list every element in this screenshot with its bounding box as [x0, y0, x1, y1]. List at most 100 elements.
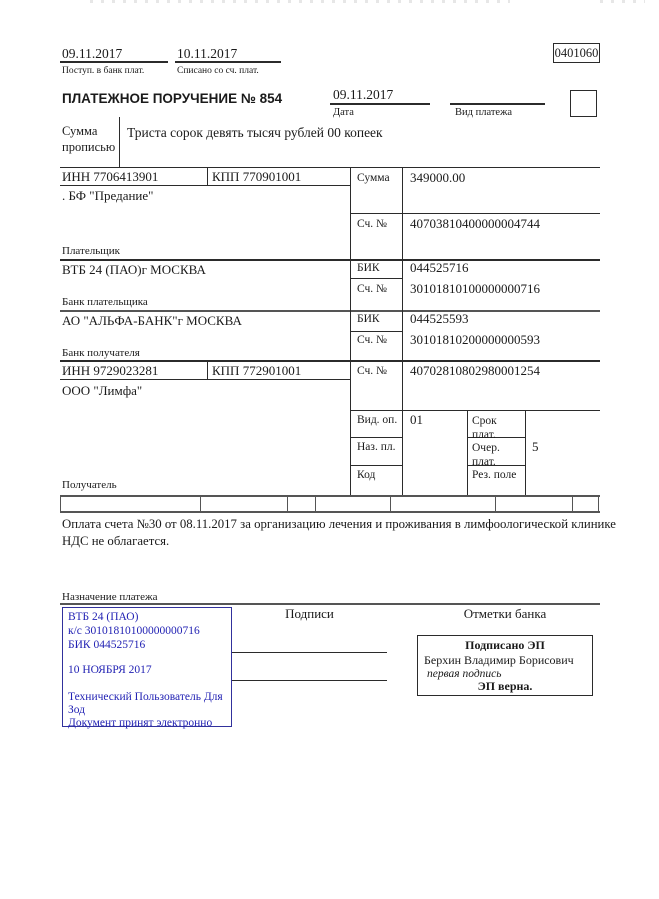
op-type-value: 01: [410, 412, 423, 427]
bank-stamp-line: ВТБ 24 (ПАО): [68, 611, 139, 623]
debited-date: 10.11.2017: [177, 46, 238, 61]
payer-inn: ИНН 7706413901: [62, 169, 159, 184]
table-line: [525, 410, 526, 495]
payee-bank-account: 30101810200000000593: [410, 332, 540, 347]
table-line: [350, 437, 402, 438]
received-date-label: Поступ. в банк плат.: [62, 66, 145, 76]
payment-type-label: Вид платежа: [455, 107, 513, 118]
bank-stamp-line: БИК 044525716: [68, 639, 146, 651]
signature-stamp-box: [417, 635, 593, 696]
payer-section-label: Плательщик: [62, 245, 120, 257]
table-line: [60, 167, 600, 168]
bank-stamp-line: 10 НОЯБРЯ 2017: [68, 664, 152, 676]
signature-line: [232, 652, 387, 653]
document-date: 09.11.2017: [333, 87, 394, 102]
table-line: [390, 495, 391, 511]
table-line: [350, 410, 600, 411]
table-line: [402, 167, 403, 495]
order-value: 5: [532, 439, 539, 454]
table-line: [60, 360, 600, 362]
payee-inn: ИНН 9729023281: [62, 363, 159, 378]
table-line: [60, 259, 600, 261]
payer-bank-account-label: Сч. №: [357, 283, 388, 295]
received-date: 09.11.2017: [62, 46, 123, 61]
divider: [175, 61, 281, 63]
payer-bank-account: 30101810100000000716: [410, 281, 540, 296]
op-type-label: Вид. оп.: [357, 414, 398, 426]
payee-bank-bik: 044525593: [410, 311, 469, 326]
table-line: [350, 213, 600, 214]
payee-bank-account-label: Сч. №: [357, 334, 388, 346]
table-line: [350, 465, 402, 466]
table-line: [350, 278, 402, 279]
payee-bank-name: АО "АЛЬФА-БАНК"г МОСКВА: [62, 313, 242, 328]
top-scan-artifact-right: [600, 0, 645, 3]
payee-name: ООО "Лимфа": [62, 383, 143, 398]
divider: [119, 117, 120, 167]
table-line: [287, 495, 288, 511]
date-label: Дата: [333, 107, 354, 118]
table-line: [495, 495, 496, 511]
payee-account-label: Сч. №: [357, 365, 388, 377]
signature-line: [232, 680, 387, 681]
bank-stamp-line: Зод: [68, 704, 86, 716]
form-code: 0401060: [554, 46, 599, 60]
amount-label: Сумма: [357, 172, 390, 184]
table-line: [467, 410, 468, 495]
term-label: Срок плат.: [472, 415, 497, 441]
table-line: [572, 495, 573, 511]
amount-words-label-1: Сумма: [62, 124, 98, 138]
nazn-label: Наз. пл.: [357, 441, 396, 453]
table-line: [60, 495, 61, 511]
debited-date-label: Списано со сч. плат.: [177, 66, 259, 76]
signatures-label: Подписи: [285, 606, 334, 621]
reserve-label: Рез. поле: [472, 469, 517, 481]
divider: [60, 61, 168, 63]
payee-kpp: КПП 772901001: [212, 363, 302, 378]
payer-account-label: Сч. №: [357, 218, 388, 230]
top-scan-artifact: [90, 0, 510, 3]
signature-type: первая подпись: [427, 668, 502, 680]
signer-name: Берхин Владимир Борисович: [424, 653, 574, 667]
table-line: [598, 495, 599, 511]
payer-account: 40703810400000004744: [410, 216, 540, 231]
payee-section-label: Получатель: [62, 479, 117, 491]
bank-stamp-line: Документ принят электронно: [68, 717, 213, 729]
payer-kpp: КПП 770901001: [212, 169, 302, 184]
payer-bank-name: ВТБ 24 (ПАО)г МОСКВА: [62, 262, 206, 277]
table-line: [467, 465, 525, 466]
divider: [330, 103, 430, 105]
table-line: [60, 511, 600, 513]
table-line: [315, 495, 316, 511]
divider: [450, 103, 545, 105]
purpose-section-label: Назначение платежа: [62, 591, 158, 603]
bank-marks-label: Отметки банка: [463, 606, 547, 621]
payee-account: 40702810802980001254: [410, 363, 540, 378]
ep-valid-text: ЭП верна.: [477, 679, 533, 693]
payer-name: . БФ "Предание": [62, 188, 154, 203]
payer-bank-bik: 044525716: [410, 260, 469, 275]
purpose-line-1: Оплата счета №30 от 08.11.2017 за органи…: [62, 517, 616, 531]
amount-words-label-2: прописью: [62, 140, 116, 154]
bank-acceptance-stamp: [62, 607, 232, 727]
table-line: [60, 310, 600, 312]
table-line: [207, 360, 208, 379]
table-line: [350, 167, 351, 495]
document-title: ПЛАТЕЖНОЕ ПОРУЧЕНИЕ № 854: [62, 91, 283, 106]
table-line: [467, 437, 525, 438]
table-line: [60, 495, 600, 497]
table-line: [60, 603, 600, 605]
order-label: Очер. плат.: [472, 442, 500, 468]
form-code-box: [553, 43, 600, 63]
bank-stamp-line: Технический Пользователь Для: [68, 691, 223, 703]
payee-bank-section-label: Банк получателя: [62, 347, 140, 359]
bank-stamp-line: к/с 30101810100000000716: [68, 625, 200, 637]
payee-bank-bik-label: БИК: [357, 313, 380, 325]
payer-bank-bik-label: БИК: [357, 262, 380, 274]
payment-type-box: [570, 90, 597, 117]
amount-value: 349000.00: [410, 170, 466, 185]
table-line: [60, 185, 350, 186]
signed-ep-title: Подписано ЭП: [465, 638, 545, 652]
table-line: [350, 331, 402, 332]
